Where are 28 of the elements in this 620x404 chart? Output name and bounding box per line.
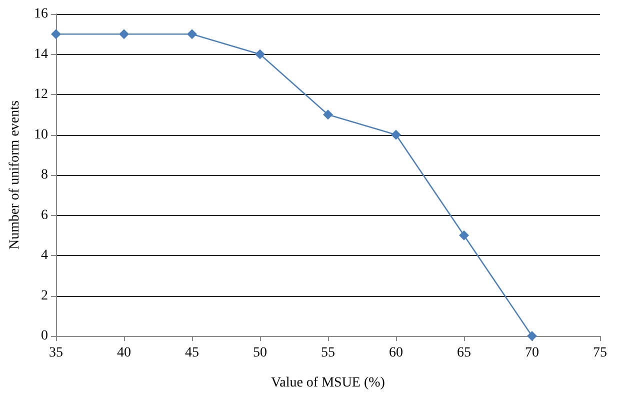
y-tick-label: 8 [41,168,48,182]
point [391,130,401,140]
x-tick-label: 65 [457,346,471,360]
x-tick-label: 75 [593,346,607,360]
x-axis-title: Value of MSUE (%) [271,376,386,390]
point [119,29,129,40]
x-tick-label: 50 [253,346,267,360]
point [187,29,197,40]
y-axis-title: Number of uniform events [8,100,22,250]
point [255,49,265,60]
x-tick-label: 45 [185,346,199,360]
y-tick-label: 12 [34,87,48,102]
y-tick-label: 0 [41,328,48,344]
x-tick-label: 40 [117,346,131,360]
y-tick-label: 2 [41,288,48,304]
y-tick-label: 4 [41,248,48,263]
point [527,331,537,341]
point [459,230,469,240]
x-tick-label: 70 [525,346,539,360]
x-tick-label: 35 [49,346,63,360]
y-tick-label: 16 [34,6,48,22]
y-tick-label: 6 [41,208,48,223]
x-tick-label: 55 [321,346,335,360]
point [323,110,333,120]
x-tick-label: 60 [389,346,403,360]
point [51,29,61,40]
y-tick-label: 14 [34,46,48,62]
y-tick-label: 10 [34,127,48,142]
